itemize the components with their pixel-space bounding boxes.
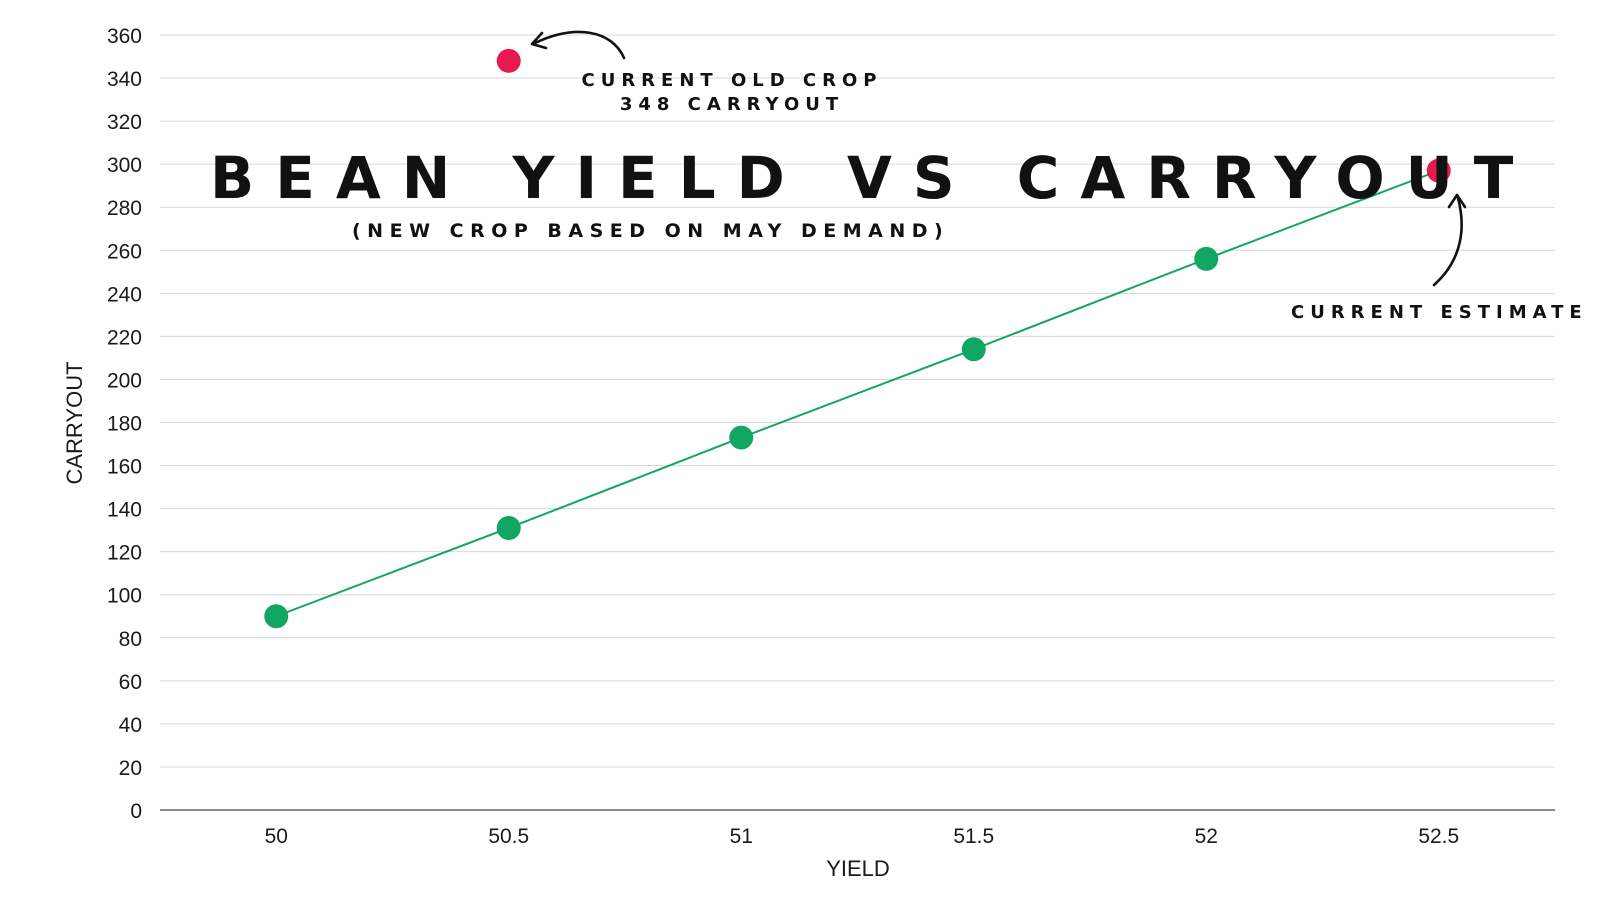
data-point-50.5 bbox=[496, 515, 521, 540]
highlight-point-current-old-crop bbox=[496, 48, 521, 73]
current-estimate-arrow bbox=[1432, 196, 1463, 287]
y-tick-320: 320 bbox=[107, 111, 142, 134]
y-tick-0: 0 bbox=[130, 800, 142, 823]
x-tick-50.5: 50.5 bbox=[488, 825, 529, 848]
y-axis-title: CARRYOUT bbox=[62, 361, 87, 484]
y-tick-180: 180 bbox=[107, 413, 142, 436]
x-tick-51: 51 bbox=[730, 825, 753, 848]
y-tick-80: 80 bbox=[119, 628, 142, 651]
data-point-52 bbox=[1194, 246, 1219, 271]
y-tick-240: 240 bbox=[107, 283, 142, 306]
y-tick-200: 200 bbox=[107, 369, 142, 392]
y-tick-140: 140 bbox=[107, 499, 142, 522]
y-tick-280: 280 bbox=[107, 197, 142, 220]
chart-title: BEAN YIELD VS CARRYOUT bbox=[210, 144, 1534, 212]
data-point-51.5 bbox=[961, 337, 986, 362]
old-crop-annotation-line1: CURRENT OLD CROP bbox=[582, 70, 883, 91]
y-tick-300: 300 bbox=[107, 154, 142, 177]
highlight-layer bbox=[496, 48, 1451, 183]
x-tick-51.5: 51.5 bbox=[953, 825, 994, 848]
y-tick-260: 260 bbox=[107, 240, 142, 263]
x-tick-52: 52 bbox=[1195, 825, 1218, 848]
y-tick-40: 40 bbox=[119, 714, 142, 737]
x-tick-52.5: 52.5 bbox=[1418, 825, 1459, 848]
y-tick-60: 60 bbox=[119, 671, 142, 694]
x-tick-50: 50 bbox=[265, 825, 288, 848]
series-layer bbox=[264, 169, 1440, 629]
y-tick-220: 220 bbox=[107, 326, 142, 349]
data-point-50 bbox=[264, 604, 289, 629]
y-tick-160: 160 bbox=[107, 456, 142, 479]
gridlines bbox=[160, 34, 1555, 768]
x-tick-labels: 50 50.5 51 51.5 52 52.5 bbox=[265, 825, 1460, 848]
current-estimate-arrowhead bbox=[1447, 193, 1467, 209]
current-estimate-annotation: CURRENT ESTIMATE bbox=[1291, 302, 1588, 323]
series-line-to-estimate bbox=[1205, 169, 1440, 260]
old-crop-annotation-line2: 348 CARRYOUT bbox=[620, 94, 844, 115]
y-tick-100: 100 bbox=[107, 585, 142, 608]
y-tick-20: 20 bbox=[119, 757, 142, 780]
highlight-point-current-estimate bbox=[1426, 158, 1451, 183]
old-crop-arrow bbox=[533, 30, 626, 60]
data-point-51 bbox=[729, 425, 754, 450]
x-axis-title: YIELD bbox=[826, 856, 890, 881]
chart-subtitle: (NEW CROP BASED ON MAY DEMAND) bbox=[352, 220, 949, 242]
old-crop-arrowhead bbox=[530, 31, 548, 50]
y-tick-340: 340 bbox=[107, 68, 142, 91]
y-tick-labels: 0 20 40 60 80 100 120 140 160 180 200 220 240 260 280 3… bbox=[107, 25, 142, 823]
y-tick-360: 360 bbox=[107, 25, 142, 48]
y-tick-120: 120 bbox=[107, 542, 142, 565]
